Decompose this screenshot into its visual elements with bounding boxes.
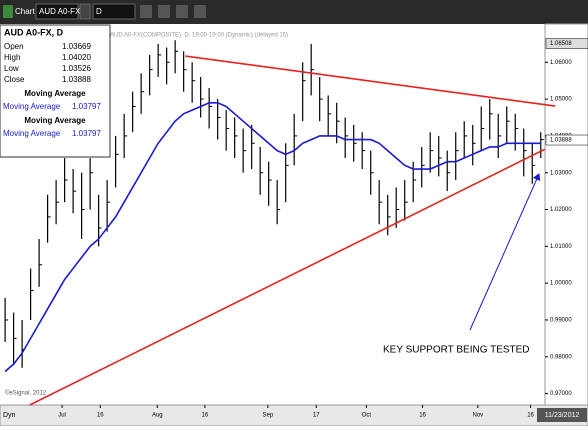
x-tick-label: 16 (527, 413, 534, 419)
x-tick-label: 16 (419, 413, 426, 419)
trendline (185, 55, 556, 107)
symbol-input[interactable] (35, 3, 79, 20)
y-tick-label: 1.00000 (550, 281, 572, 287)
date-label: 11/23/2012 (545, 412, 580, 419)
x-tick-label: Oct (362, 413, 372, 419)
annotation: KEY SUPPORT BEING TESTED (383, 345, 530, 356)
y-tick-label: 1.02000 (550, 207, 572, 213)
legend-label: Low (4, 64, 19, 73)
interval-input[interactable] (92, 3, 136, 20)
study-title: Moving Average (24, 116, 86, 125)
legend-value: 1.03669 (62, 42, 91, 51)
moving-average (4, 101, 541, 373)
x-tick-label: Nov (472, 413, 483, 419)
x-tick-label: 17 (313, 413, 320, 419)
study-value: 1.03797 (72, 129, 101, 138)
x-tick-label: Jul (58, 413, 66, 419)
x-tick-label: Aug (152, 413, 163, 419)
legend-symbol: AUD A0-FX, D (4, 27, 64, 37)
price-marker-label: 1.06508 (550, 41, 572, 47)
legend-label: Close (4, 75, 25, 84)
y-tick-label: 1.05000 (550, 97, 572, 103)
axis-mode: Dyn (3, 412, 16, 419)
chart-subtitle: AUD A0-FX(COMPOSITE), D, 19:00-19:00 (Dy… (110, 33, 288, 39)
y-tick-label: 0.98000 (550, 354, 572, 360)
tool-button[interactable] (158, 5, 170, 18)
window-title: Chart (15, 7, 35, 16)
interval-text: D (96, 7, 102, 16)
y-tick-label: 1.01000 (550, 244, 572, 250)
x-tick-label: 16 (97, 413, 104, 419)
x-tick-label: Sep (262, 413, 273, 419)
trendline (29, 148, 546, 406)
study-label: Moving Average (3, 102, 61, 111)
symbol-button[interactable] (79, 3, 91, 20)
price-marker (545, 134, 588, 146)
price-marker (545, 38, 588, 49)
x-tick-label: 16 (202, 413, 209, 419)
tool-button[interactable] (176, 5, 188, 18)
time-axis (0, 404, 588, 427)
legend-panel (0, 24, 111, 158)
legend-label: High (4, 53, 20, 62)
tool-button[interactable] (140, 5, 152, 18)
symbol-text: AUD A0-FX (39, 7, 81, 16)
price-axis (544, 23, 588, 406)
study-title: Moving Average (24, 89, 86, 98)
y-tick-label: 1.03000 (550, 170, 572, 176)
annotation-arrow (469, 173, 541, 331)
legend-value: 1.04020 (62, 53, 91, 62)
legend-value: 1.03888 (62, 75, 91, 84)
tool-button[interactable] (194, 5, 206, 18)
legend-label: Open (4, 42, 24, 51)
price-marker-label: 1.03888 (550, 138, 572, 144)
chart-icon (3, 5, 13, 18)
study-value: 1.03797 (72, 102, 101, 111)
y-tick-label: 1.06000 (550, 60, 572, 66)
study-label: Moving Average (3, 129, 61, 138)
y-tick-label: 0.97000 (550, 391, 572, 397)
y-tick-label: 0.99000 (550, 318, 572, 324)
legend-value: 1.03526 (62, 64, 91, 73)
copyright: ©eSignal, 2012 (5, 390, 47, 397)
date-marker (537, 408, 587, 422)
